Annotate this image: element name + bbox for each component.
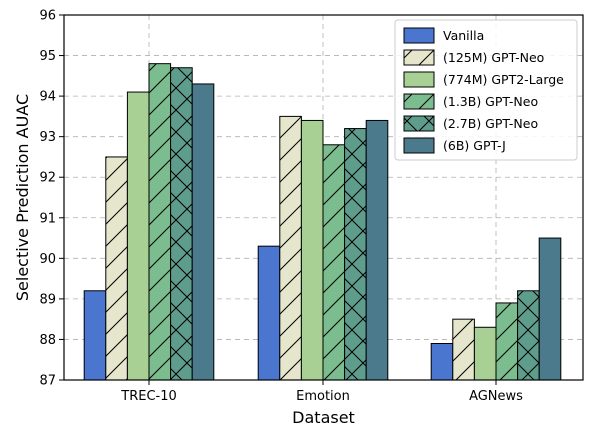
- y-tick-label: 96: [39, 9, 56, 24]
- y-tick-label: 88: [39, 333, 56, 348]
- legend-label: (6B) GPT-J: [443, 138, 506, 153]
- bar-hatch: [170, 67, 193, 380]
- bar: [365, 119, 389, 381]
- bar-hatch: [105, 156, 128, 380]
- y-tick-label: 89: [39, 292, 56, 307]
- bar: [538, 237, 562, 381]
- y-tick-label: 91: [39, 211, 56, 226]
- x-tick-label: AGNews: [469, 389, 523, 404]
- legend-box: [394, 19, 578, 161]
- legend-label: (774M) GPT2-Large: [443, 72, 564, 87]
- y-tick-label: 94: [39, 90, 56, 105]
- legend: Vanilla (125M) GPT-Neo (774M) GPT2-Large (1…: [394, 19, 578, 161]
- legend-label: (1.3B) GPT-Neo: [443, 94, 538, 109]
- y-tick-label: 93: [39, 130, 56, 145]
- legend-swatch: [403, 71, 435, 88]
- x-axis-title: Dataset: [292, 408, 355, 427]
- bar: [300, 119, 324, 381]
- bar: [257, 245, 281, 381]
- bar: [83, 290, 107, 381]
- bar-hatch: [279, 116, 302, 380]
- y-tick-label: 87: [39, 374, 56, 389]
- y-tick-label: 95: [39, 49, 56, 64]
- legend-label: Vanilla: [443, 28, 484, 43]
- bar-hatch: [452, 319, 475, 380]
- x-tick-label: TREC-10: [120, 389, 177, 404]
- bars: [83, 63, 562, 381]
- bar: [191, 83, 215, 381]
- legend-swatch: [403, 27, 435, 44]
- legend-swatch: [403, 137, 435, 154]
- y-axis-title: Selective Prediction AUAC: [13, 94, 32, 301]
- bar: [473, 326, 497, 381]
- y-axis: 87 88 89 90 91 92 93 94 95 96: [39, 9, 64, 389]
- bar-hatch: [323, 144, 345, 380]
- bar: [430, 343, 454, 381]
- bar-hatch: [496, 302, 518, 380]
- legend-swatch-hatch: [404, 50, 434, 65]
- x-tick-label: Emotion: [296, 389, 350, 404]
- bar: [126, 91, 150, 381]
- x-axis: TREC-10 Emotion AGNews: [120, 380, 523, 404]
- bar-hatch: [149, 63, 171, 381]
- legend-label: (125M) GPT-Neo: [443, 50, 544, 65]
- bar-hatch: [517, 290, 540, 380]
- y-tick-label: 90: [39, 252, 56, 267]
- y-tick-label: 92: [39, 171, 56, 186]
- legend-label: (2.7B) GPT-Neo: [443, 116, 538, 131]
- legend-swatch-hatch: [404, 116, 434, 131]
- legend-swatch-hatch: [404, 94, 434, 109]
- bar-hatch: [344, 128, 367, 380]
